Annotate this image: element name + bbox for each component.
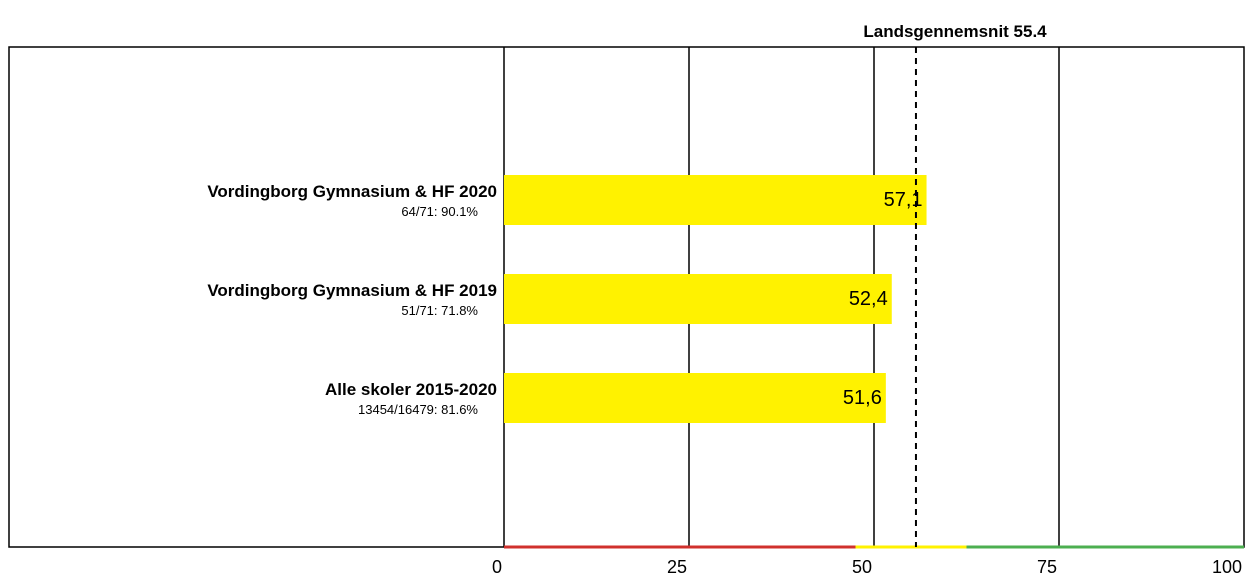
reference-line-label: Landsgennemsnit 55.4 — [863, 22, 1047, 41]
category-labels: Vordingborg Gymnasium & HF 2020 64/71: 90… — [207, 182, 497, 417]
category-sublabel-1: 51/71: 71.8% — [401, 303, 478, 318]
bars: 57,1 52,4 51,6 — [504, 175, 927, 423]
category-sublabel-2: 13454/16479: 81.6% — [358, 402, 478, 417]
category-label-0: Vordingborg Gymnasium & HF 2020 — [207, 182, 497, 201]
x-tick-label-25: 25 — [667, 557, 687, 577]
bar-2 — [504, 373, 886, 423]
reference-line-group: Landsgennemsnit 55.4 — [863, 22, 1047, 547]
x-tick-labels: 0 25 50 75 100 — [492, 557, 1242, 577]
x-tick-label-100: 100 — [1212, 557, 1242, 577]
bar-value-label-2: 51,6 — [843, 387, 882, 409]
bar-value-label-0: 57,1 — [884, 189, 923, 211]
category-label-1: Vordingborg Gymnasium & HF 2019 — [207, 281, 497, 300]
category-label-2: Alle skoler 2015-2020 — [325, 380, 497, 399]
bar-0 — [504, 175, 927, 225]
category-sublabel-0: 64/71: 90.1% — [401, 204, 478, 219]
x-tick-label-0: 0 — [492, 557, 502, 577]
bar-value-label-1: 52,4 — [849, 288, 888, 310]
x-tick-label-75: 75 — [1037, 557, 1057, 577]
x-tick-label-50: 50 — [852, 557, 872, 577]
bar-1 — [504, 274, 892, 324]
